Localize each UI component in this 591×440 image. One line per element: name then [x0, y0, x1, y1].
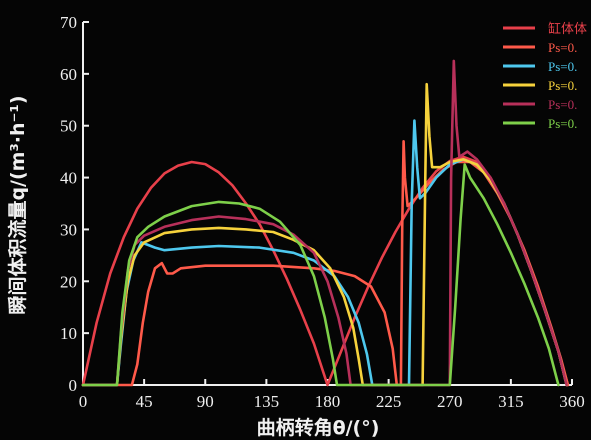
x-tick-label: 360 — [559, 392, 585, 411]
series-line-3 — [81, 119, 568, 387]
y-axis-title: 瞬间体积流量q/(m³·h⁻¹) — [6, 95, 29, 314]
series-line-6 — [81, 163, 560, 387]
series-lines — [81, 59, 570, 387]
legend-label-4: Ps=0. — [548, 78, 577, 93]
plot-area: 0 45 90 135 180 225 270 315 360 0 10 20 30 40 50 60 70 — [60, 13, 585, 411]
y-tick-label: 70 — [60, 13, 77, 32]
x-tick-label: 270 — [437, 392, 463, 411]
x-tick-label: 90 — [197, 392, 214, 411]
x-tick-label: 135 — [254, 392, 280, 411]
x-tick-label: 0 — [79, 392, 88, 411]
legend-label-3: Ps=0. — [548, 59, 577, 74]
y-tick-label: 50 — [60, 117, 77, 136]
legend: 缸体体 Ps=0. Ps=0. Ps=0. Ps=0. Ps=0. — [503, 21, 587, 131]
x-tick-label: 45 — [136, 392, 153, 411]
x-tick-label: 225 — [376, 392, 402, 411]
y-tick-label: 60 — [60, 65, 77, 84]
y-tick-label: 40 — [60, 169, 77, 188]
y-tick-label: 10 — [60, 324, 77, 343]
legend-label-1: 缸体体 — [548, 21, 587, 36]
series-line-4 — [81, 82, 568, 387]
y-axis-ticks: 0 10 20 30 40 50 60 70 — [60, 13, 89, 395]
series-line-5 — [81, 59, 568, 387]
legend-label-2: Ps=0. — [548, 40, 577, 55]
x-axis-title: 曲柄转角θ/(°) — [257, 416, 380, 439]
y-tick-label: 30 — [60, 220, 77, 239]
x-tick-label: 180 — [315, 392, 341, 411]
y-tick-label: 20 — [60, 272, 77, 291]
legend-label-5: Ps=0. — [548, 97, 577, 112]
legend-label-6: Ps=0. — [548, 116, 577, 131]
y-tick-label: 0 — [69, 376, 78, 395]
x-tick-label: 315 — [498, 392, 524, 411]
x-axis-ticks: 0 45 90 135 180 225 270 315 360 — [79, 379, 585, 411]
